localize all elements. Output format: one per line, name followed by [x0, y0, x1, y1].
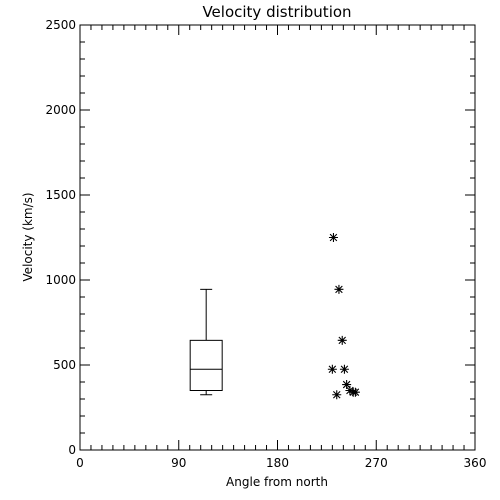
- x-tick-labels: 0 90 180 270 360: [76, 456, 486, 470]
- y-axis-label: Velocity (km/s): [21, 192, 35, 281]
- data-point: [337, 335, 347, 345]
- plot-frame: [79, 24, 476, 451]
- data-point: [334, 284, 344, 294]
- x-axis-label: Angle from north: [226, 475, 328, 489]
- y-tick-label: 500: [53, 358, 76, 372]
- y-tick-label: 1000: [45, 273, 76, 287]
- y-tick-label: 1500: [45, 188, 76, 202]
- y-tick-label: 2000: [45, 103, 76, 117]
- axis-ticks: [79, 24, 476, 451]
- x-tick-label: 180: [266, 456, 289, 470]
- x-tick-label: 0: [76, 456, 84, 470]
- data-point: [328, 233, 338, 242]
- y-tick-label: 2500: [45, 18, 76, 32]
- data-point: [327, 364, 337, 374]
- x-tick-label: 270: [365, 456, 388, 470]
- data-points: [327, 233, 360, 400]
- data-point: [345, 386, 355, 395]
- chart-title: Velocity distribution: [202, 3, 351, 21]
- y-tick-label: 0: [68, 443, 76, 457]
- data-point: [332, 390, 342, 400]
- data-point: [342, 380, 352, 390]
- data-point: [339, 364, 349, 374]
- boxplot: [189, 288, 223, 396]
- y-tick-labels: 0 500 1000 1500 2000 2500: [45, 18, 76, 457]
- boxplot-box: [189, 339, 223, 392]
- x-tick-label: 360: [464, 456, 487, 470]
- x-tick-label: 90: [171, 456, 186, 470]
- data-point: [350, 387, 360, 397]
